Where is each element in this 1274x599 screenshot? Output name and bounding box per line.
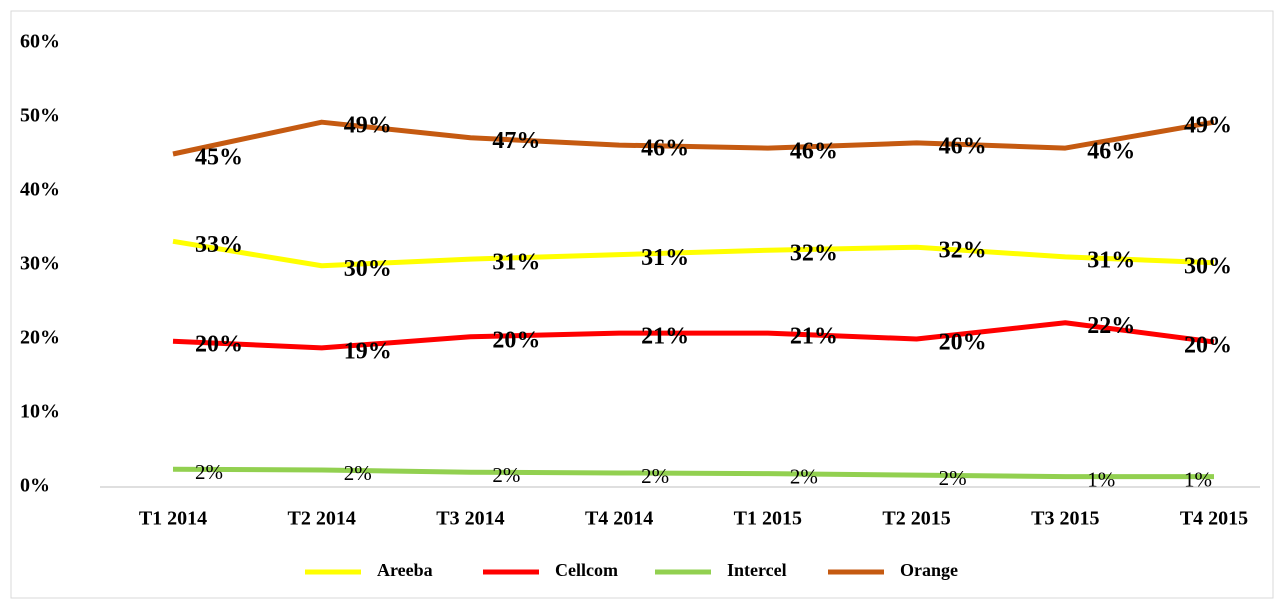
legend-label: Intercel <box>727 560 787 580</box>
x-tick-label: T2 2015 <box>882 508 950 530</box>
y-tick-label: 30% <box>20 253 60 275</box>
legend-label: Areeba <box>377 560 433 580</box>
chart-frame <box>10 10 1274 599</box>
legend-label: Cellcom <box>555 560 618 580</box>
data-label: 46% <box>641 136 689 162</box>
data-label: 30% <box>344 256 392 282</box>
x-tick-label: T1 2015 <box>734 508 802 530</box>
data-label: 21% <box>790 324 838 350</box>
data-label: 46% <box>790 139 838 165</box>
y-tick-label: 50% <box>20 105 60 127</box>
x-tick-label: T4 2014 <box>585 508 653 530</box>
data-label: 2% <box>195 460 223 484</box>
data-label: 1% <box>1087 467 1115 491</box>
data-label: 46% <box>939 133 987 159</box>
data-label: 2% <box>790 464 818 488</box>
data-label: 30% <box>1184 253 1232 279</box>
data-label: 2% <box>344 461 372 485</box>
data-label: 31% <box>492 250 540 276</box>
y-tick-label: 10% <box>20 401 60 423</box>
data-label: 33% <box>195 232 243 258</box>
series-line <box>172 119 1215 157</box>
data-label: 19% <box>344 338 392 364</box>
y-tick-label: 60% <box>20 31 60 53</box>
data-label: 45% <box>195 145 243 171</box>
data-label: 20% <box>492 327 540 353</box>
data-label: 32% <box>939 238 987 264</box>
y-tick-label: 0% <box>20 475 50 497</box>
data-label: 22% <box>1087 313 1135 339</box>
data-label: 47% <box>492 128 540 154</box>
data-label: 2% <box>641 464 669 488</box>
data-label: 20% <box>195 332 243 358</box>
legend-label: Orange <box>900 560 958 580</box>
data-label: 31% <box>641 245 689 271</box>
data-label: 2% <box>492 463 520 487</box>
y-tick-label: 20% <box>20 327 60 349</box>
series-line <box>172 466 1214 480</box>
data-label: 32% <box>790 241 838 267</box>
data-label: 31% <box>1087 247 1135 273</box>
data-label: 21% <box>641 324 689 350</box>
x-tick-label: T3 2015 <box>1031 508 1099 530</box>
series-line <box>172 320 1215 351</box>
x-tick-label: T1 2014 <box>139 508 207 530</box>
x-tick-label: T2 2014 <box>288 508 356 530</box>
data-label: 46% <box>1087 139 1135 165</box>
data-label: 1% <box>1184 467 1212 491</box>
data-label: 20% <box>939 330 987 356</box>
x-tick-label: T3 2014 <box>436 508 504 530</box>
data-label: 2% <box>939 466 967 490</box>
x-tick-label: T4 2015 <box>1180 508 1248 530</box>
y-tick-label: 40% <box>20 179 60 201</box>
series-line <box>172 238 1215 269</box>
data-label: 49% <box>1184 113 1232 139</box>
data-label: 49% <box>344 113 392 139</box>
data-label: 20% <box>1184 332 1232 358</box>
